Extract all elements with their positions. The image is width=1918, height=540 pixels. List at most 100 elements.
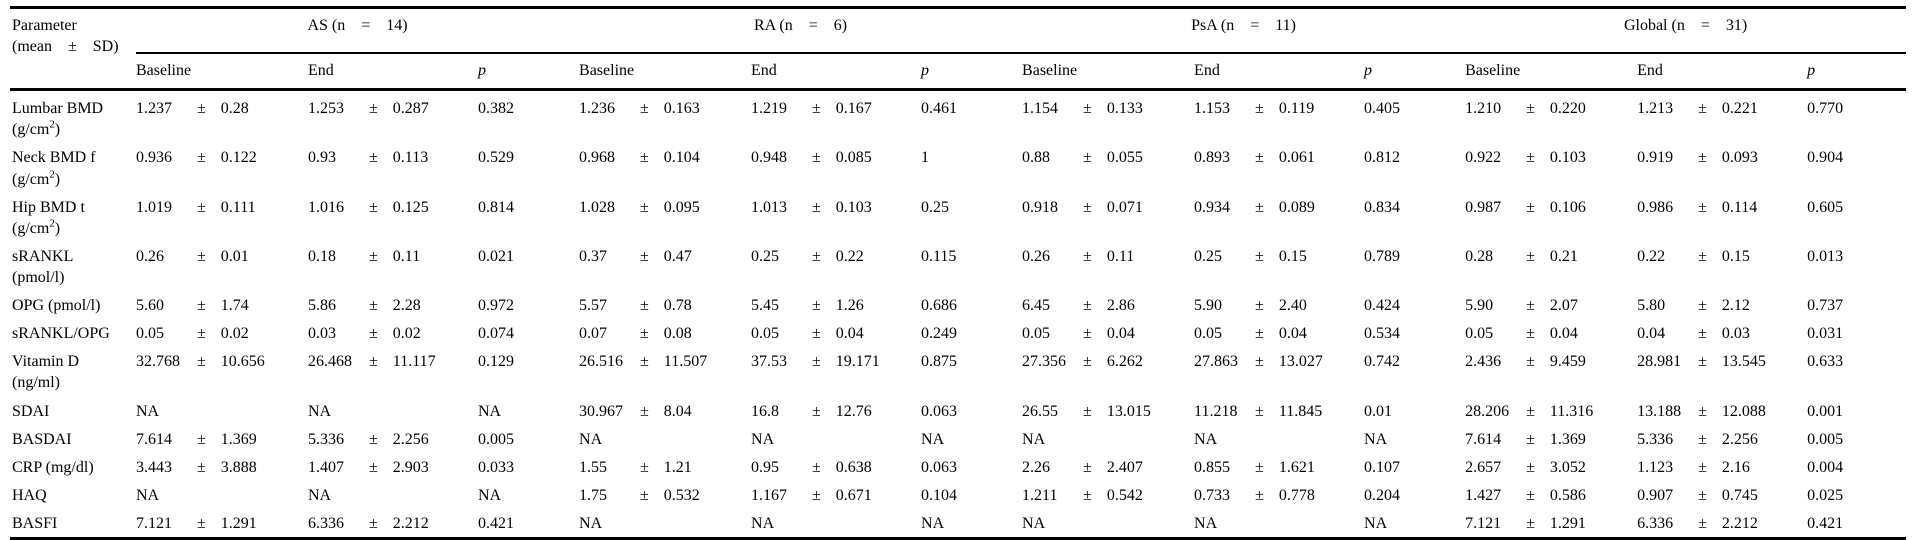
plus-minus-sign: ±: [1255, 458, 1264, 476]
mean-value: 0.918: [1022, 198, 1059, 216]
end-value-cell: 0.95 ±0.638: [751, 453, 921, 481]
mean-value: 0.855: [1194, 458, 1231, 476]
plus-minus-sign: ±: [1698, 297, 1707, 315]
end-value-cell: 1.407 ±2.903: [308, 453, 478, 481]
table-row: sRANKL (pmol/l) 0.26 ±0.01 0.18 ±0.11 0.021 0.3…: [10, 242, 1906, 291]
mean-value: 27.356: [1022, 353, 1067, 371]
plus-minus-sign: ±: [1526, 198, 1535, 216]
mean-value: 37.53: [751, 353, 788, 371]
mean-value: 1.013: [751, 198, 788, 216]
sd-value: 10.656: [220, 353, 265, 371]
mean-value: NA: [579, 514, 603, 532]
p-value-cell: 0.633: [1807, 353, 1844, 371]
mean-value: 30.967: [579, 402, 624, 420]
mean-value: 0.03: [308, 325, 336, 343]
sd-value: 0.103: [835, 198, 872, 216]
plus-minus-sign: ±: [197, 325, 206, 343]
table-row: CRP (mg/dl) 3.443 ±3.888 1.407 ±2.903 0.033 1.…: [10, 453, 1906, 481]
plus-minus-sign: ±: [369, 198, 378, 216]
plus-minus-sign: ±: [640, 353, 649, 371]
baseline-value-cell: 30.967 ±8.04: [579, 397, 751, 425]
mean-value: 1.213: [1637, 100, 1674, 118]
sd-value: 0.671: [835, 486, 872, 504]
parameter-name: sRANKL: [12, 247, 74, 265]
p-value-cell: 0.005: [1807, 430, 1844, 448]
sd-value: 0.04: [1278, 325, 1307, 343]
sd-value: 2.903: [392, 458, 429, 476]
sd-value: 0.532: [663, 486, 700, 504]
p-value-cell: 0.461: [921, 100, 958, 118]
mean-value: 0.18: [308, 247, 336, 265]
end-value-cell: 0.893 ±0.061: [1194, 143, 1364, 192]
parameter-name: BASFI: [12, 514, 58, 532]
parameter-name-cell: BASFI: [10, 509, 136, 539]
p-value-cell: 0.249: [921, 325, 958, 343]
sd-value: 0.119: [1278, 100, 1315, 118]
parameter-name-cell: sRANKL/OPG: [10, 319, 136, 347]
plus-minus-sign: ±: [1526, 100, 1535, 118]
baseline-value-cell: 5.90 ±2.07: [1465, 291, 1637, 319]
plus-minus-sign: ±: [640, 297, 649, 315]
plus-minus-sign: ±: [1083, 353, 1092, 371]
plus-minus-sign: ±: [1698, 514, 1707, 532]
plus-minus-sign: ±: [812, 458, 821, 476]
parameter-name-cell: SDAI: [10, 397, 136, 425]
sd-value: 2.407: [1106, 458, 1143, 476]
sd-value: 2.86: [1106, 297, 1135, 315]
sd-value: 0.104: [663, 149, 700, 167]
table-row: sRANKL/OPG 0.05 ±0.02 0.03 ±0.02 0.074 0.07 ±0.…: [10, 319, 1906, 347]
col-header-p: p: [1807, 53, 1907, 92]
baseline-value-cell: 0.922 ±0.103: [1465, 143, 1637, 192]
p-value-cell: 0.129: [478, 353, 514, 371]
plus-minus-sign: ±: [369, 100, 378, 118]
parameter-name: Vitamin D: [12, 353, 80, 371]
mean-value: 0.919: [1637, 149, 1674, 167]
end-value-cell: 0.25 ±0.22: [751, 242, 921, 291]
end-value-cell: NA: [751, 509, 921, 539]
p-value-cell: 0.742: [1364, 353, 1401, 371]
plus-minus-sign: ±: [812, 353, 821, 371]
sd-value: 2.07: [1549, 297, 1578, 315]
sd-value: 0.220: [1549, 100, 1586, 118]
table-row: Neck BMD f (g/cm2) 0.936 ±0.122 0.93 ±0.113 0.…: [10, 143, 1906, 192]
end-value-cell: 0.733 ±0.778: [1194, 481, 1364, 509]
sd-value: 0.11: [1106, 247, 1135, 265]
baseline-value-cell: 5.57 ±0.78: [579, 291, 751, 319]
end-value-cell: NA: [1194, 509, 1364, 539]
p-value-cell: 0.204: [1364, 486, 1401, 504]
mean-value: 27.863: [1194, 353, 1239, 371]
parameter-unit: (g/cm2): [12, 217, 61, 237]
end-value-cell: 1.123 ±2.16: [1637, 453, 1807, 481]
mean-value: 0.26: [136, 247, 164, 265]
sd-value: 0.103: [1549, 149, 1586, 167]
col-header-end: End: [751, 53, 922, 92]
sd-value: 0.167: [835, 100, 872, 118]
plus-minus-sign: ±: [812, 247, 821, 265]
baseline-value-cell: 7.614 ±1.369: [136, 425, 308, 453]
sd-value: 0.04: [835, 325, 864, 343]
plus-minus-sign: ±: [369, 297, 378, 315]
baseline-value-cell: 0.88 ±0.055: [1022, 143, 1194, 192]
mean-value: NA: [308, 402, 332, 420]
mean-value: 0.733: [1194, 486, 1231, 504]
p-value-cell: 0.382: [478, 100, 514, 118]
plus-minus-sign: ±: [369, 325, 378, 343]
p-value-cell: NA: [1364, 430, 1388, 448]
plus-minus-sign: ±: [369, 458, 378, 476]
plus-minus-sign: ±: [1698, 149, 1707, 167]
p-value-cell: 0.875: [921, 353, 958, 371]
sd-value: 0.02: [392, 325, 421, 343]
plus-minus-sign: ±: [1083, 297, 1092, 315]
sd-value: 2.28: [392, 297, 421, 315]
p-value-cell: 0.405: [1364, 100, 1401, 118]
parameter-name: SDAI: [12, 402, 50, 420]
baseline-value-cell: 2.26 ±2.407: [1022, 453, 1194, 481]
sd-value: 0.061: [1278, 149, 1315, 167]
p-value-cell: 0.074: [478, 325, 514, 343]
sub-header-row: Baseline End p Baseline End p Baseline E…: [10, 53, 1907, 92]
mean-value: NA: [136, 486, 160, 504]
plus-minus-sign: ±: [640, 100, 649, 118]
plus-minus-sign: ±: [812, 198, 821, 216]
plus-minus-sign: ±: [197, 247, 206, 265]
end-value-cell: NA: [308, 397, 478, 425]
